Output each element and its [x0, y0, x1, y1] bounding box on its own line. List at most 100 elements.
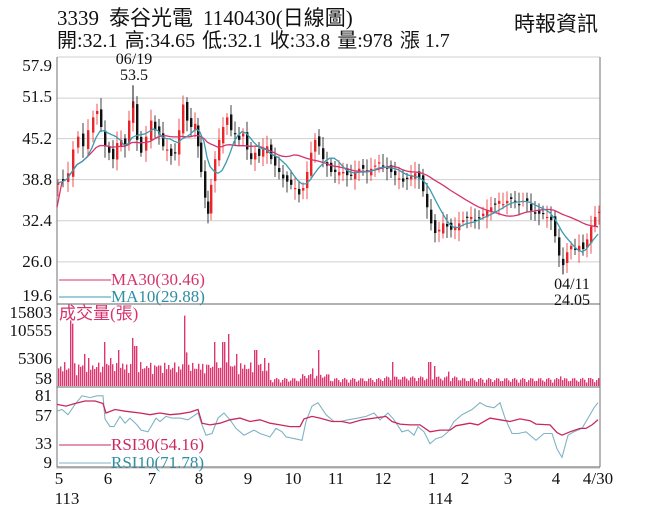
volume-bar	[498, 378, 500, 386]
candle-body	[498, 200, 501, 204]
volume-bar	[434, 366, 436, 386]
volume-bar	[128, 372, 130, 386]
quote-change: 漲 1.7	[399, 30, 450, 52]
candle-body	[290, 179, 293, 185]
candle-body	[238, 135, 241, 140]
volume-bar	[466, 381, 468, 386]
volume-bar	[370, 378, 372, 386]
volume-bar	[290, 380, 292, 386]
volume-bar	[182, 364, 184, 386]
volume-bar	[410, 377, 412, 386]
volume-bar	[570, 380, 572, 386]
candle-body	[490, 207, 493, 212]
candle-body	[546, 216, 549, 219]
candle-body	[92, 117, 95, 133]
volume-bar	[568, 381, 570, 386]
volume-bar	[136, 346, 138, 386]
candle-body	[57, 182, 60, 185]
volume-bar	[578, 381, 580, 386]
volume-bar	[374, 382, 376, 386]
volume-bar	[464, 378, 466, 386]
candle-body	[530, 204, 533, 211]
candle-body	[108, 146, 111, 153]
candle-body	[482, 213, 485, 217]
candle-body	[87, 130, 90, 149]
volume-bar	[92, 365, 94, 386]
volume-bar	[122, 363, 124, 386]
volume-bar	[76, 375, 78, 386]
candle-body	[262, 149, 265, 157]
volume-bar	[198, 363, 200, 386]
volume-bar	[300, 378, 302, 386]
volume-bar	[298, 381, 300, 386]
volume-bar	[350, 379, 352, 386]
volume-bar	[586, 382, 588, 386]
candle-body	[494, 203, 497, 205]
x-tick: 11	[327, 469, 345, 488]
volume-bar	[572, 378, 574, 386]
candle-body	[214, 159, 217, 182]
volume-bar	[196, 368, 198, 386]
volume-bar	[158, 365, 160, 386]
candle-body	[570, 245, 573, 250]
volume-bar	[484, 382, 486, 386]
volume-bar	[166, 369, 168, 386]
y-tick-rsi: 33	[35, 434, 52, 453]
volume-bar	[334, 378, 336, 386]
volume-bar	[536, 380, 538, 386]
candle-body	[104, 130, 107, 147]
volume-bar	[386, 376, 388, 386]
volume-bar	[432, 379, 434, 386]
volume-bar	[476, 381, 478, 386]
volume-bar	[428, 362, 430, 386]
volume-bar	[284, 378, 286, 386]
high-annotation-value: 53.5	[120, 67, 148, 84]
volume-bar	[548, 378, 550, 386]
candle-body	[446, 223, 449, 227]
volume-bar	[296, 380, 298, 386]
volume-bar	[446, 376, 448, 386]
volume-bar	[278, 379, 280, 386]
high-annotation-date: 06/19	[115, 51, 153, 68]
volume-bar	[542, 380, 544, 386]
candle-body	[410, 175, 413, 180]
candle-body	[350, 174, 353, 176]
candle-body	[338, 171, 341, 176]
volume-bar	[230, 366, 232, 386]
volume-bar	[402, 376, 404, 386]
volume-bar	[514, 378, 516, 386]
volume-bar	[550, 379, 552, 386]
candle-body	[394, 170, 397, 176]
y-tick-volume: 10555	[9, 321, 53, 340]
y-tick-price: 19.6	[22, 286, 52, 305]
volume-bar	[124, 369, 126, 386]
quote-low: 低:32.1	[202, 30, 263, 52]
candle-body	[194, 123, 197, 131]
candle-body	[145, 136, 148, 151]
quote-summary: 開:32.1 高:34.65 低:32.1 收:33.8 量:978 漲 1.7	[57, 30, 457, 52]
candle-body	[554, 216, 557, 237]
x-tick: 5	[54, 469, 64, 488]
volume-bar	[154, 365, 156, 386]
volume-bar	[204, 373, 206, 386]
candle-body	[234, 133, 237, 135]
volume-bar	[62, 371, 64, 386]
volume-bar	[436, 376, 438, 386]
candle-body	[466, 216, 469, 218]
volume-bar	[354, 378, 356, 386]
volume-bar	[260, 363, 262, 386]
volume-bar	[84, 354, 86, 386]
volume-bar	[134, 346, 136, 386]
candle-body	[362, 165, 365, 169]
x-tick: 8	[194, 469, 204, 488]
data-source: 時報資訊	[514, 12, 598, 36]
volume-bar	[258, 364, 260, 386]
candle-body	[207, 201, 210, 214]
candle-body	[294, 188, 297, 190]
candle-body	[254, 152, 257, 160]
volume-bar	[394, 376, 396, 386]
volume-bar	[72, 323, 74, 386]
candle-body	[454, 226, 457, 231]
volume-bar	[412, 376, 414, 386]
volume-bar	[144, 368, 146, 386]
